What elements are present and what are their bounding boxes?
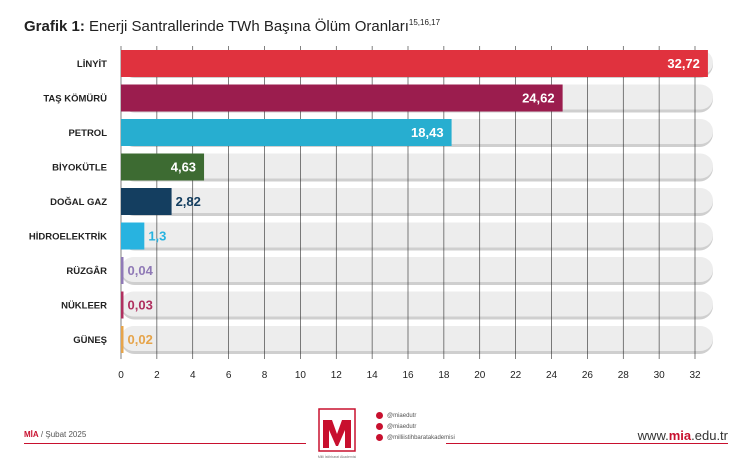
bar-chart: LİNYİT 32,72 TAŞ KÖMÜRÜ 24,62 PETROL 18,43 BİY…	[29, 46, 713, 381]
bar-track	[121, 153, 713, 179]
mia-logo-icon	[318, 408, 356, 452]
category-label: PETROL	[68, 128, 107, 139]
x-tick-label: 26	[582, 370, 594, 381]
value-label: 24,62	[522, 91, 555, 106]
value-label: 1,3	[148, 229, 166, 244]
social-handle: @milliistihbaratakademisi	[387, 434, 455, 441]
bar	[121, 50, 708, 77]
category-label: LİNYİT	[77, 59, 107, 70]
bar	[121, 222, 145, 250]
x-tick-label: 30	[654, 370, 666, 381]
chart-title: Grafik 1: Enerji Santrallerinde TWh Başı…	[24, 18, 440, 35]
footer-divider-left	[24, 443, 306, 444]
value-label: 2,82	[176, 194, 201, 209]
x-tick-label: 6	[226, 370, 232, 381]
value-label: 18,43	[411, 125, 444, 140]
x-tick-label: 8	[262, 370, 268, 381]
value-label: 32,72	[667, 56, 700, 71]
bar	[121, 188, 172, 215]
instagram-icon	[376, 412, 383, 419]
site-suffix: .edu.tr	[691, 428, 728, 443]
x-tick-label: 22	[510, 370, 522, 381]
footer-brand: MİA / Şubat 2025	[24, 430, 86, 439]
x-tick-label: 4	[190, 370, 196, 381]
bar	[121, 119, 452, 146]
footer-brand-name: MİA	[24, 430, 39, 439]
category-label: DOĞAL GAZ	[50, 196, 107, 208]
x-tick-label: 20	[474, 370, 486, 381]
x-tick-label: 16	[402, 370, 414, 381]
site-brand: mia	[668, 428, 692, 443]
social-handle: @miaedutr	[387, 412, 417, 419]
chart-title-lead: Grafik 1:	[24, 18, 85, 35]
bar-track	[121, 188, 713, 213]
chart-title-main: Enerji Santrallerinde TWh Başına Ölüm Or…	[89, 18, 409, 35]
category-label: HİDROELEKTRİK	[29, 232, 107, 243]
category-label: TAŞ KÖMÜRÜ	[43, 94, 107, 105]
x-tick-label: 24	[546, 370, 558, 381]
bar	[121, 291, 124, 319]
category-label: BİYOKÜTLE	[52, 163, 107, 174]
social-link-instagram[interactable]: @miaedutr	[376, 410, 455, 421]
category-label: RÜZGÂR	[66, 265, 107, 277]
social-links: @miaedutr @miaedutr @milliistihbaratakad…	[376, 410, 455, 443]
x-tick-label: 32	[689, 370, 701, 381]
category-label: GÜNEŞ	[73, 335, 107, 346]
footer-date: / Şubat 2025	[40, 430, 87, 439]
x-tick-label: 12	[331, 370, 343, 381]
website-link[interactable]: www.mia.edu.tr	[638, 428, 728, 443]
x-tick-label: 18	[438, 370, 450, 381]
bar-track	[121, 257, 713, 282]
footer-divider-right	[446, 443, 728, 444]
bar	[121, 84, 563, 112]
value-label: 0,04	[128, 263, 154, 278]
value-label: 4,63	[171, 160, 196, 175]
x-icon	[376, 423, 383, 430]
x-tick-label: 0	[118, 370, 124, 381]
chart-title-refs: 15,16,17	[408, 18, 441, 27]
youtube-icon	[376, 434, 383, 441]
bar	[121, 257, 124, 284]
value-label: 0,02	[128, 332, 153, 347]
social-link-x[interactable]: @miaedutr	[376, 421, 455, 432]
bar-track	[121, 326, 713, 351]
bar-track	[121, 222, 713, 248]
x-tick-label: 28	[618, 370, 630, 381]
social-link-youtube[interactable]: @milliistihbaratakademisi	[376, 432, 455, 443]
logo-caption: Milli İstihbarat Akademisi	[317, 455, 357, 459]
bar	[121, 326, 124, 353]
bar	[121, 153, 205, 181]
x-tick-label: 14	[367, 370, 379, 381]
bar-track	[121, 291, 713, 317]
x-tick-label: 2	[154, 370, 160, 381]
site-prefix: www.	[637, 428, 669, 443]
category-label: NÜKLEER	[61, 301, 107, 312]
value-label: 0,03	[128, 298, 153, 313]
x-tick-label: 10	[295, 370, 307, 381]
social-handle: @miaedutr	[387, 423, 417, 430]
